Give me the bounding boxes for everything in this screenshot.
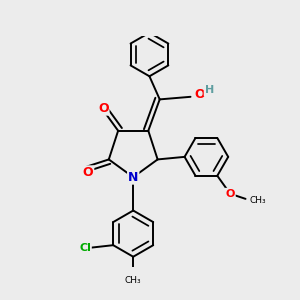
Text: O: O: [194, 88, 205, 101]
Text: N: N: [128, 171, 138, 184]
Text: CH₃: CH₃: [249, 196, 266, 205]
Text: O: O: [83, 166, 93, 179]
Text: H: H: [205, 85, 214, 95]
Text: CH₃: CH₃: [125, 276, 142, 285]
Text: Cl: Cl: [79, 243, 91, 253]
Text: O: O: [98, 102, 109, 115]
Text: O: O: [225, 189, 235, 199]
